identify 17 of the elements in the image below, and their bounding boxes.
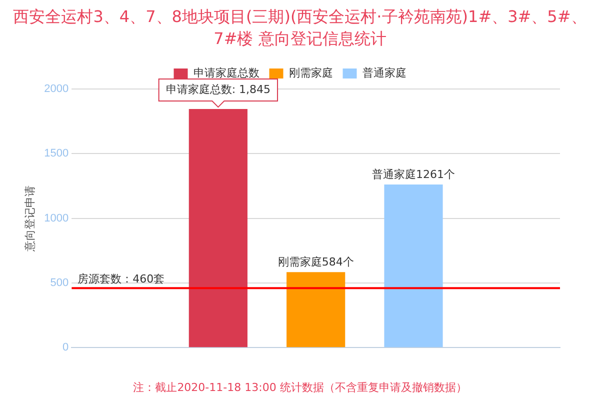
y-tick-label: 1000 [44, 212, 69, 224]
y-tick-label: 1500 [44, 148, 69, 160]
legend-label: 刚需家庭 [288, 66, 333, 80]
annotation: 申请家庭总数: 1,845 [166, 82, 271, 96]
y-tick-label: 2000 [44, 83, 69, 96]
chart-title: 西安全运村3、4、7、8地块项目(三期)(西安全运村·子衿苑南苑)1#、3#、5#、7#楼 意向登记信息统计 [12, 6, 588, 50]
legend-label: 普通家庭 [362, 66, 406, 80]
legend-label: 申请家庭总数 [193, 66, 260, 80]
bar [286, 272, 346, 348]
ref-line-label: 房源套数：460套 [78, 272, 165, 286]
data-label: 普通家庭1261个 [372, 168, 455, 181]
y-tick-label: 500 [50, 276, 69, 289]
data-label: 刚需家庭584个 [278, 255, 354, 268]
y-axis-title: 意向登记申请 [24, 185, 37, 252]
y-tick-label: 0 [62, 342, 69, 354]
bar [384, 184, 443, 348]
text: 注：截止2020-11-18 13:00 统计数据（不含重复申请及撤销数据） [132, 380, 468, 395]
